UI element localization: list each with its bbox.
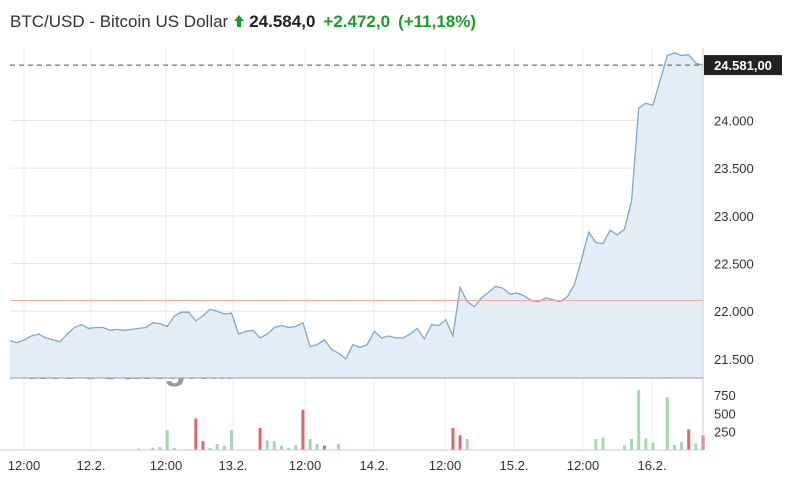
x-tick-label: 15.2.: [500, 458, 529, 473]
y-tick-label: 22.500: [714, 257, 754, 272]
volume-tick-label: 500: [714, 406, 736, 421]
volume-bar: [651, 442, 655, 450]
volume-bar: [315, 444, 319, 450]
volume-bar: [451, 428, 455, 450]
volume-bar: [265, 440, 269, 450]
volume-bar: [294, 444, 298, 450]
last-price-badge: [704, 55, 782, 76]
instrument-title: BTC/USD - Bitcoin US Dollar: [10, 12, 229, 31]
volume-bar: [322, 445, 326, 450]
volume-bar: [308, 439, 312, 450]
x-tick-label: 12:00: [289, 458, 322, 473]
volume-bar: [694, 443, 698, 450]
x-tick-label: 12.2.: [77, 458, 106, 473]
x-tick-label: 13.2.: [219, 458, 248, 473]
instrument-header: BTC/USD - Bitcoin US Dollar 24.584,0 +2.…: [10, 10, 476, 34]
volume-bar: [158, 447, 162, 450]
volume-bar: [665, 397, 669, 450]
volume-bar: [151, 447, 155, 450]
volume-bar: [201, 441, 205, 450]
last-price: 24.584,0: [249, 12, 316, 31]
volume-bar: [594, 439, 598, 450]
y-tick-label: 24.000: [714, 113, 754, 128]
volume-bar: [465, 439, 469, 450]
volume-bar: [680, 441, 684, 450]
price-area: [9, 52, 704, 379]
axes: 21.500 22.000 22.500 23.000 23.500 24.000 12:0…: [0, 48, 754, 473]
volume-bar: [194, 418, 198, 450]
price-change-percent: (+11,18%): [398, 12, 477, 31]
up-arrow-icon: [234, 12, 245, 32]
last-price-marker: 24.581,00: [704, 55, 782, 76]
volume-bar: [280, 445, 283, 450]
x-tick-label: 12:00: [429, 458, 462, 473]
price-change: +2.472,0: [323, 12, 391, 31]
volume-bar: [458, 435, 462, 450]
x-tick-label: 14.2.: [360, 458, 389, 473]
price-line: [9, 52, 704, 360]
volume-bar: [258, 428, 262, 450]
last-price-label: 24.581,00: [714, 58, 772, 73]
volume-bar: [637, 389, 641, 450]
volume-bar: [337, 444, 341, 450]
y-tick-label: 22.000: [714, 304, 754, 319]
volume-bar: [208, 447, 212, 450]
volume-bar: [172, 447, 176, 450]
y-tick-label: 21.500: [714, 352, 754, 367]
volume-bar: [672, 444, 676, 450]
volume-bar: [287, 447, 291, 450]
volume-bar: [165, 430, 169, 450]
x-tick-label: 12:00: [8, 458, 41, 473]
volume-bar: [230, 430, 233, 450]
y-tick-label: 23.500: [714, 161, 754, 176]
volume-bar: [222, 445, 226, 450]
volume-bar: [215, 444, 219, 450]
price-area-fill: [10, 52, 703, 379]
volume-bar: [137, 448, 141, 450]
x-tick-label: 12:00: [150, 458, 183, 473]
volume-bar: [644, 438, 648, 450]
volume-tick-label: 750: [714, 388, 736, 403]
volume-bar: [272, 441, 276, 450]
volume-bar: [601, 437, 605, 450]
volume-bar: [630, 439, 634, 450]
volume-bar: [687, 429, 691, 450]
x-tick-label: 12:00: [567, 458, 600, 473]
volume-bars: [137, 389, 705, 450]
volume-bar: [301, 409, 305, 450]
volume-tick-label: 250: [714, 425, 736, 440]
x-tick-label: 16.2.: [638, 458, 667, 473]
volume-bar: [622, 445, 626, 450]
y-tick-label: 23.000: [714, 209, 754, 224]
